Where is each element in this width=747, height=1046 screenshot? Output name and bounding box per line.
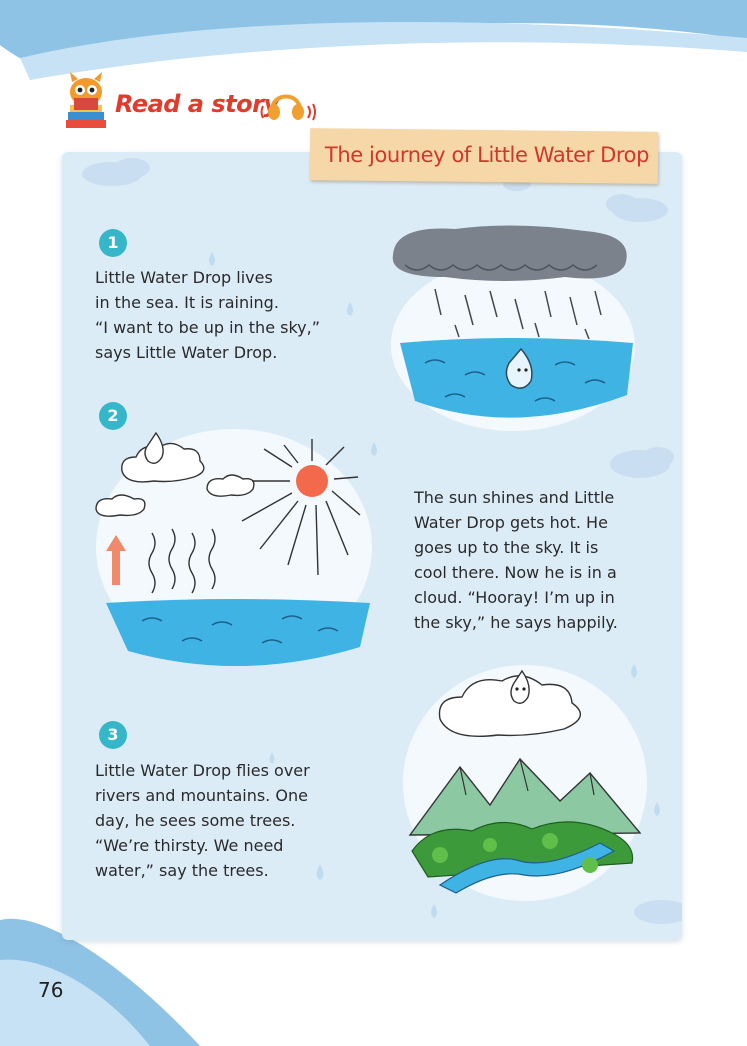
page-number: 76 bbox=[38, 978, 64, 1002]
section-header: Read a story bbox=[60, 72, 340, 142]
section-title: Read a story bbox=[115, 90, 279, 118]
text-line: goes up to the sky. It is bbox=[414, 538, 599, 557]
bottom-wave-decoration bbox=[0, 918, 200, 1046]
text-line: water,” say the trees. bbox=[95, 861, 269, 880]
cloud-over-mountains-illustration bbox=[403, 665, 647, 901]
text-line: Little Water Drop flies over bbox=[95, 761, 310, 780]
text-line: in the sea. It is raining. bbox=[95, 293, 279, 312]
text-line: day, he sees some trees. bbox=[95, 811, 296, 830]
cat-reading-book-icon bbox=[66, 72, 106, 128]
rain-over-sea-illustration bbox=[391, 225, 635, 431]
paragraph-2-text: The sun shines and Little Water Drop get… bbox=[414, 485, 618, 635]
top-wave-decoration bbox=[0, 0, 747, 80]
paragraph-3-text: Little Water Drop flies over rivers and … bbox=[95, 758, 310, 883]
text-line: “I want to be up in the sky,” bbox=[95, 318, 320, 337]
text-line: cool there. Now he is in a bbox=[414, 563, 617, 582]
text-line: says Little Water Drop. bbox=[95, 343, 278, 362]
headphones-icon[interactable] bbox=[260, 84, 318, 124]
text-line: the sky,” he says happily. bbox=[414, 613, 618, 632]
paragraph-1-text: Little Water Drop lives in the sea. It i… bbox=[95, 265, 320, 365]
text-line: cloud. “Hooray! I’m up in bbox=[414, 588, 615, 607]
text-line: “We’re thirsty. We need bbox=[95, 836, 284, 855]
paragraph-number-badge: 3 bbox=[99, 721, 127, 749]
text-line: The sun shines and Little bbox=[414, 488, 615, 507]
text-line: Water Drop gets hot. He bbox=[414, 513, 608, 532]
paragraph-number-badge: 2 bbox=[99, 402, 127, 430]
paragraph-number-badge: 1 bbox=[99, 229, 127, 257]
text-line: rivers and mountains. One bbox=[95, 786, 308, 805]
text-line: Little Water Drop lives bbox=[95, 268, 273, 287]
sun-evaporation-illustration bbox=[95, 429, 372, 667]
story-title: The journey of Little Water Drop bbox=[324, 143, 650, 167]
